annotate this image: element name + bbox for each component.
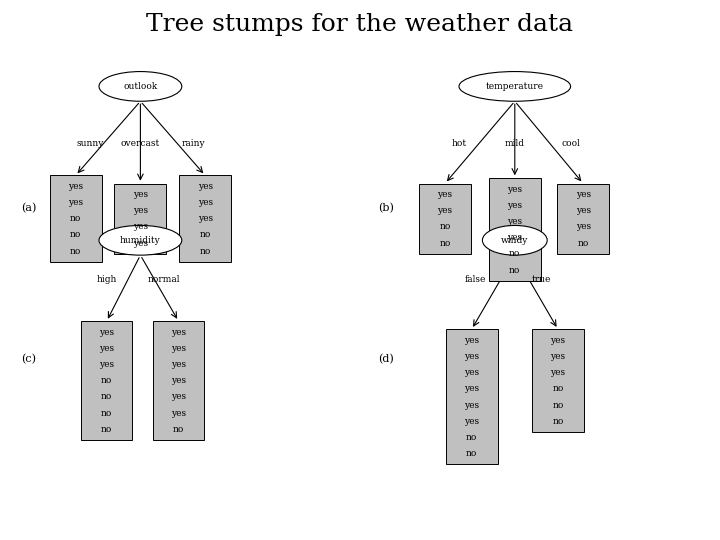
Text: yes: yes (171, 360, 186, 369)
Text: (d): (d) (378, 354, 394, 364)
Text: humidity: humidity (120, 236, 161, 245)
Text: temperature: temperature (486, 82, 544, 91)
Bar (81, 321, 132, 440)
Text: (a): (a) (22, 202, 37, 213)
Text: no: no (439, 222, 451, 231)
Text: yes: yes (575, 190, 591, 199)
Text: yes: yes (464, 368, 480, 377)
Text: yes: yes (171, 344, 186, 353)
Text: yes: yes (68, 182, 84, 191)
Text: sunny: sunny (76, 139, 104, 147)
Text: windy: windy (501, 236, 528, 245)
Text: no: no (101, 425, 112, 434)
Text: hot: hot (451, 139, 467, 147)
Text: no: no (70, 247, 81, 255)
Text: yes: yes (575, 206, 591, 215)
Text: yes: yes (99, 360, 114, 369)
Text: yes: yes (507, 217, 523, 226)
Ellipse shape (99, 225, 181, 255)
Text: yes: yes (550, 336, 566, 345)
Text: yes: yes (437, 206, 453, 215)
Text: outlook: outlook (123, 82, 158, 91)
Bar (114, 184, 166, 254)
Text: no: no (101, 409, 112, 417)
Text: no: no (552, 417, 564, 426)
Text: yes: yes (507, 233, 523, 242)
Text: yes: yes (99, 344, 114, 353)
Text: yes: yes (197, 214, 213, 223)
Text: no: no (70, 231, 81, 239)
Text: yes: yes (550, 368, 566, 377)
Text: no: no (466, 449, 477, 458)
Bar (153, 321, 204, 440)
Text: normal: normal (148, 275, 181, 284)
Text: no: no (439, 239, 451, 247)
Text: yes: yes (507, 201, 523, 210)
Text: yes: yes (464, 352, 480, 361)
Ellipse shape (459, 71, 570, 102)
Text: yes: yes (171, 393, 186, 401)
Text: yes: yes (99, 328, 114, 336)
Text: Tree stumps for the weather data: Tree stumps for the weather data (146, 13, 574, 36)
Text: yes: yes (171, 328, 186, 336)
Text: yes: yes (437, 190, 453, 199)
Text: yes: yes (68, 198, 84, 207)
Text: yes: yes (132, 222, 148, 231)
Text: no: no (466, 433, 477, 442)
Text: no: no (101, 376, 112, 385)
Text: no: no (199, 231, 211, 239)
Bar (532, 329, 584, 432)
Text: mild: mild (505, 139, 525, 147)
Text: no: no (509, 249, 521, 258)
Text: yes: yes (575, 222, 591, 231)
Text: no: no (101, 393, 112, 401)
Text: (c): (c) (22, 354, 37, 364)
Text: no: no (70, 214, 81, 223)
Text: (b): (b) (378, 202, 394, 213)
Text: yes: yes (132, 206, 148, 215)
Bar (419, 184, 471, 254)
Ellipse shape (482, 225, 547, 255)
Text: yes: yes (464, 336, 480, 345)
Text: yes: yes (197, 198, 213, 207)
Text: no: no (199, 247, 211, 255)
Text: high: high (96, 275, 117, 284)
Bar (50, 176, 102, 262)
Bar (489, 178, 541, 281)
Text: yes: yes (132, 239, 148, 247)
Text: no: no (173, 425, 184, 434)
Text: yes: yes (550, 352, 566, 361)
Text: true: true (532, 275, 551, 284)
Text: yes: yes (464, 401, 480, 409)
Text: false: false (464, 275, 486, 284)
Text: cool: cool (562, 139, 580, 147)
Text: no: no (577, 239, 589, 247)
Text: yes: yes (171, 409, 186, 417)
Ellipse shape (99, 71, 181, 102)
Text: yes: yes (132, 190, 148, 199)
Text: no: no (552, 401, 564, 409)
Text: yes: yes (464, 417, 480, 426)
Text: rainy: rainy (181, 139, 204, 147)
Text: yes: yes (171, 376, 186, 385)
Bar (179, 176, 231, 262)
Bar (557, 184, 609, 254)
Text: yes: yes (464, 384, 480, 393)
Text: overcast: overcast (121, 139, 160, 147)
Text: no: no (552, 384, 564, 393)
Bar (446, 329, 498, 464)
Text: no: no (509, 266, 521, 274)
Text: yes: yes (507, 185, 523, 193)
Text: yes: yes (197, 182, 213, 191)
